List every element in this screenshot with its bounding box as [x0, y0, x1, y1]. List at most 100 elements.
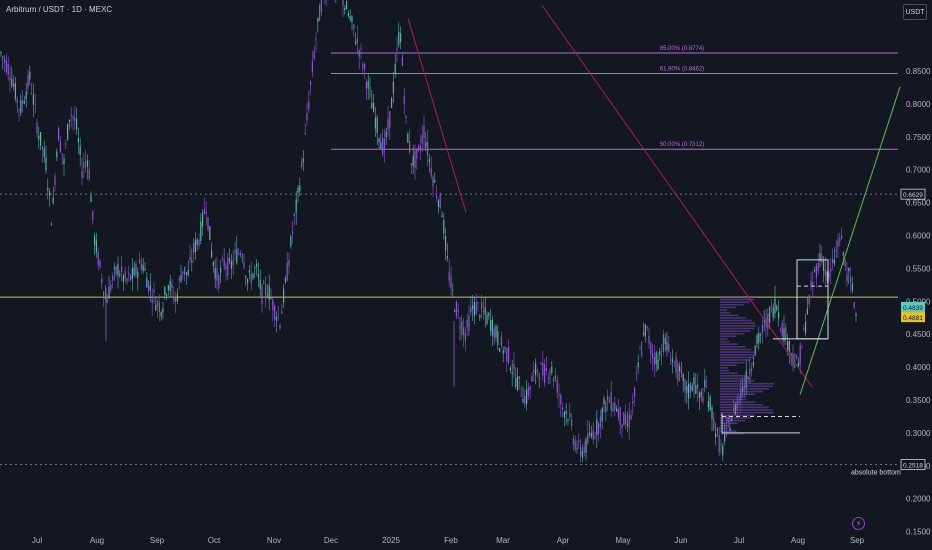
- candle-body: [40, 131, 42, 146]
- candle-body: [113, 267, 115, 269]
- candle-body: [162, 308, 164, 313]
- candle-body: [0, 52, 2, 54]
- candle-body: [637, 362, 639, 368]
- candle-body: [34, 103, 36, 105]
- candle-body: [524, 395, 526, 405]
- candle-body: [315, 38, 317, 40]
- volume-profile-bar: [720, 340, 730, 343]
- candle-body: [506, 348, 508, 361]
- candle-body: [716, 428, 718, 431]
- candle-body: [518, 376, 520, 379]
- candle-body: [522, 398, 524, 403]
- candle-body: [830, 268, 832, 272]
- candle-body: [526, 389, 528, 405]
- candle-body: [358, 50, 360, 58]
- candle-body: [545, 367, 547, 371]
- candle-body: [396, 48, 398, 50]
- candle-body: [205, 211, 207, 215]
- candle-body: [554, 375, 556, 379]
- candle-body: [677, 363, 679, 381]
- candle-body: [387, 118, 389, 130]
- candle-body: [365, 82, 367, 89]
- candle-body: [252, 273, 254, 279]
- volume-profile-bar: [720, 390, 763, 393]
- candle-body: [823, 259, 825, 271]
- candle-body: [477, 302, 479, 304]
- candle-body: [290, 236, 292, 247]
- candle-body: [585, 438, 587, 453]
- candle-body: [407, 133, 409, 143]
- volume-profile-bar: [720, 406, 769, 409]
- currency-button[interactable]: USDT: [903, 4, 927, 20]
- candle-body: [353, 24, 355, 29]
- candle-body: [153, 290, 155, 292]
- candle-body: [122, 275, 124, 282]
- candle-body: [500, 336, 502, 346]
- candle-body: [268, 285, 270, 300]
- volume-profile-bar: [720, 332, 745, 335]
- candle-body: [182, 271, 184, 274]
- candle-body: [158, 303, 160, 313]
- candle-body: [495, 326, 497, 338]
- candle-body: [58, 127, 60, 141]
- candle-body: [513, 364, 515, 369]
- volume-profile-bar: [720, 306, 736, 309]
- candle-body: [580, 446, 582, 456]
- candle-body: [376, 117, 378, 133]
- candle-body: [599, 416, 601, 428]
- x-tick-label: Dec: [324, 536, 338, 545]
- candle-body: [853, 302, 855, 308]
- volume-profile-bar: [720, 382, 774, 385]
- candle-body: [90, 195, 92, 202]
- candle-body: [508, 346, 510, 363]
- candle-body: [85, 161, 87, 163]
- candle-body: [601, 408, 603, 422]
- candle-body: [828, 272, 830, 278]
- candle-body: [832, 258, 834, 264]
- candle-body: [430, 168, 432, 176]
- candle-body: [535, 363, 537, 376]
- candle-body: [596, 419, 598, 436]
- volume-profile-bar: [720, 422, 738, 424]
- candle-body: [682, 374, 684, 381]
- candle-body: [142, 265, 144, 271]
- candle-body: [491, 319, 493, 336]
- symbol-header[interactable]: Arbitrum / USDT · 1D · MEXC: [6, 5, 113, 14]
- candle-body: [562, 407, 564, 410]
- candle-body: [292, 231, 294, 234]
- candle-body: [112, 275, 114, 281]
- lightning-icon[interactable]: ⚡: [852, 517, 865, 530]
- candle-body: [117, 264, 119, 276]
- candle-body: [164, 286, 166, 296]
- candle-body: [146, 277, 148, 288]
- volume-profile-bar: [720, 343, 739, 346]
- candle-body: [103, 291, 105, 298]
- candle-body: [194, 239, 196, 253]
- candle-body: [257, 273, 259, 278]
- candle-body: [56, 151, 58, 158]
- candle-body: [279, 325, 281, 329]
- yellow-price-bg: [901, 312, 925, 323]
- candle-body: [277, 316, 279, 318]
- candle-body: [423, 125, 425, 138]
- volume-profile-bar: [720, 309, 727, 311]
- y-tick-label: 0.2000: [906, 495, 931, 504]
- x-tick-label: Mar: [496, 536, 510, 545]
- volume-profile-bar: [720, 369, 730, 372]
- candle-body: [814, 269, 816, 271]
- y-tick-label: 0.8500: [906, 67, 931, 76]
- candle-body: [851, 283, 853, 291]
- candle-body: [632, 401, 634, 404]
- candle-body: [844, 260, 846, 267]
- candle-body: [13, 84, 15, 87]
- candle-body: [99, 260, 101, 268]
- candle-body: [88, 169, 90, 180]
- candle-body: [175, 298, 177, 302]
- candle-body: [243, 262, 245, 268]
- candle-body: [617, 409, 619, 418]
- y-tick-label: 0.6000: [906, 232, 931, 241]
- candle-body: [709, 396, 711, 410]
- candle-body: [216, 268, 218, 282]
- candle-body: [808, 294, 810, 305]
